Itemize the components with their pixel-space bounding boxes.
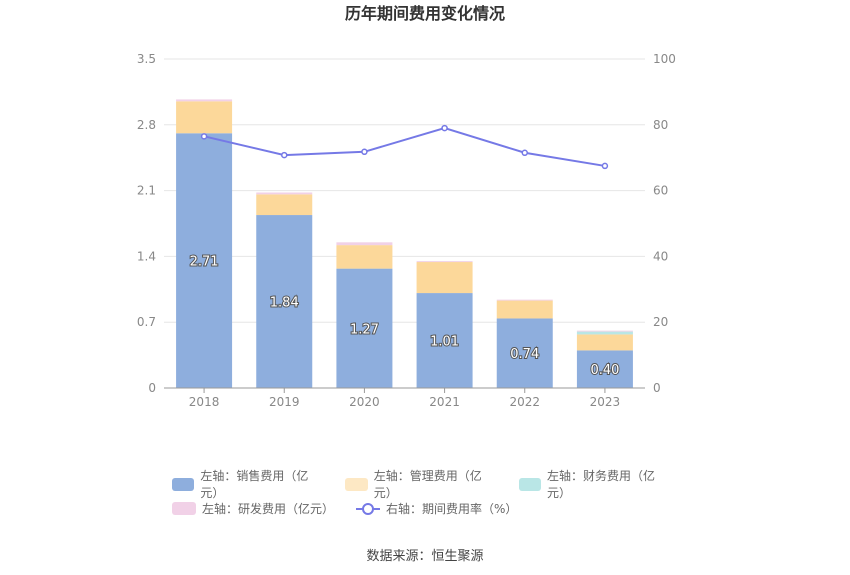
left-tick-label: 1.4 (137, 249, 156, 263)
bar-rd (256, 192, 313, 195)
right-tick-label: 80 (653, 118, 668, 132)
bar-value-label: 1.27 (350, 322, 379, 337)
rate-point (601, 162, 609, 170)
legend-swatch-sales (172, 477, 195, 491)
bar-admin (416, 262, 473, 294)
bar-value-label: 0.40 (590, 363, 619, 378)
legend-label-finance: 左轴：财务费用（亿元） (547, 469, 656, 500)
legend-swatch-admin (345, 477, 368, 491)
legend: 左轴：销售费用（亿元） 左轴：管理费用（亿元） 左轴：财务费用（亿元） 左轴：研… (172, 469, 692, 520)
legend-swatch-finance (518, 477, 542, 491)
right-tick-label: 60 (653, 184, 668, 198)
legend-label-rd: 左轴：研发费用（亿元） (202, 501, 335, 516)
x-tick-label: 2021 (429, 395, 460, 409)
legend-label-rate: 右轴：期间费用率（%） (386, 501, 518, 516)
bar-value-label: 2.71 (190, 255, 219, 270)
left-axis: 0 0.7 1.4 2.1 2.8 3.5 (137, 52, 156, 395)
bar-rd (336, 242, 393, 246)
rate-point (200, 133, 208, 140)
rate-point (361, 148, 368, 156)
left-tick-label: 0.7 (137, 315, 156, 329)
rate-point (521, 149, 528, 157)
bar-admin (576, 334, 633, 351)
chart-title: 历年期间费用变化情况 (345, 4, 505, 23)
left-tick-label: 3.5 (137, 52, 156, 66)
right-tick-label: 100 (653, 52, 676, 66)
bar-rd (496, 299, 553, 301)
legend-label-admin: 左轴：管理费用（亿元） (373, 469, 482, 500)
right-axis: 0 20 40 60 80 100 (653, 52, 676, 395)
left-tick-label: 2.8 (137, 118, 156, 132)
right-tick-label: 0 (653, 381, 661, 395)
rate-line-path (203, 127, 606, 167)
x-tick-label: 2020 (349, 395, 380, 409)
x-axis: 2018 2019 2020 2021 2022 2023 (164, 387, 645, 409)
bar-value-label: 1.01 (430, 335, 459, 350)
right-tick-label: 40 (653, 249, 668, 263)
left-tick-label: 0 (148, 381, 156, 395)
bar-admin (176, 101, 233, 134)
bar-sales (576, 350, 633, 388)
rate-point (281, 151, 288, 159)
legend-label-sales: 左轴：销售费用（亿元） (200, 469, 309, 500)
bars (176, 99, 633, 388)
bar-sales (336, 268, 393, 388)
left-tick-label: 2.1 (137, 184, 156, 198)
legend-sales[interactable]: 左轴：销售费用（亿元） (172, 467, 323, 501)
x-tick-label: 2023 (590, 395, 621, 409)
bar-sales (176, 133, 233, 388)
x-tick-label: 2022 (509, 395, 540, 409)
bar-value-label: 1.84 (270, 296, 299, 311)
bar-rd (176, 99, 233, 102)
bar-rd (576, 330, 633, 332)
bar-finance (576, 331, 633, 335)
source-note: 数据来源：恒生聚源 (366, 549, 484, 564)
bar-sales (496, 318, 553, 388)
legend-rate[interactable]: 右轴：期间费用率（%） (356, 500, 517, 517)
bar-labels: 2.71 1.84 1.27 1.01 0.74 0.40 (189, 254, 621, 380)
rate-line (200, 124, 609, 170)
bar-admin (256, 194, 313, 216)
legend-admin[interactable]: 左轴：管理费用（亿元） (345, 467, 496, 501)
bar-admin (496, 300, 553, 319)
legend-finance[interactable]: 左轴：财务费用（亿元） (518, 467, 670, 501)
legend-rd[interactable]: 左轴：研发费用（亿元） (172, 500, 334, 517)
x-tick-label: 2018 (189, 395, 220, 409)
right-tick-label: 20 (653, 315, 668, 329)
grid-lines (164, 58, 645, 323)
bar-admin (336, 245, 393, 269)
legend-swatch-rd (172, 501, 196, 515)
bar-rd (416, 261, 473, 263)
bar-sales (416, 293, 473, 388)
rate-point (441, 124, 448, 132)
legend-swatch-rate (356, 502, 381, 515)
x-tick-label: 2019 (269, 395, 300, 409)
bar-sales (256, 215, 313, 388)
bar-value-label: 0.74 (510, 347, 539, 362)
